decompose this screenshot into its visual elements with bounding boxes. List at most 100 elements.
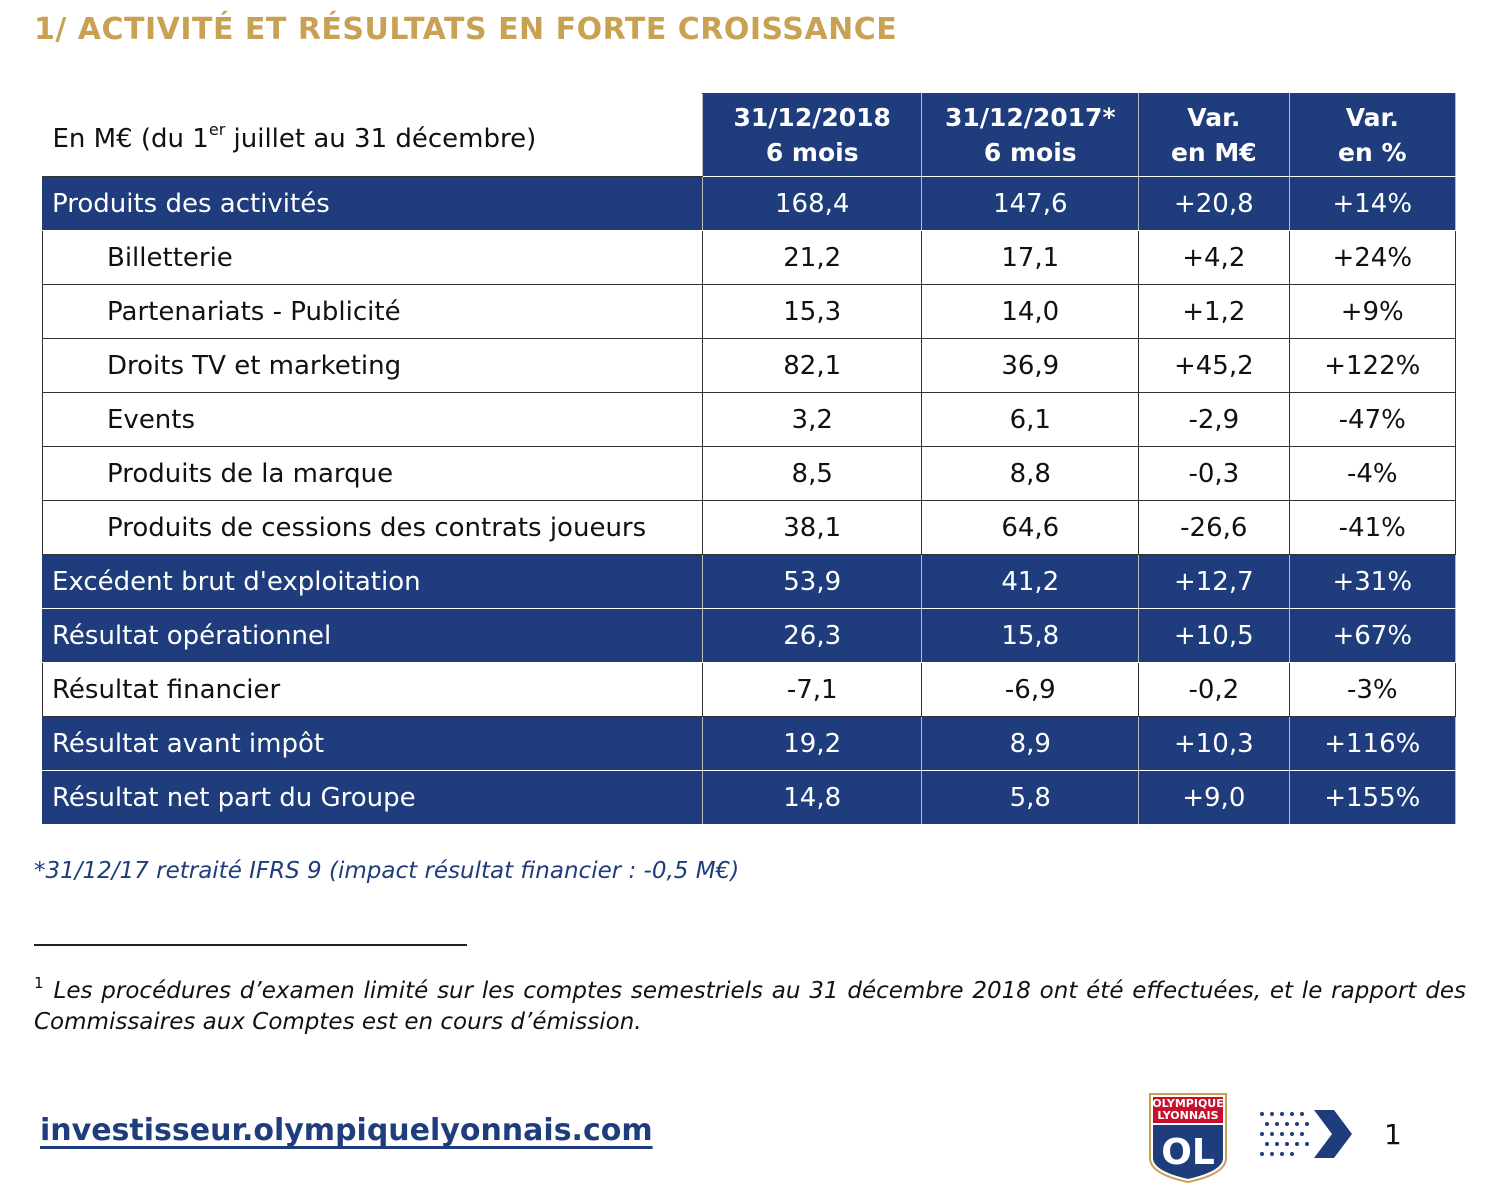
row-label: Résultat opérationnel [42,608,703,663]
table-row: Droits TV et marketing 82,1 36,9 +45,2 +122% [42,338,1457,393]
caption-text: En M€ (du 1 [52,124,209,155]
row-label: Produits des activités [42,176,703,231]
value-cell: -0,3 [1138,446,1290,501]
footnote-number: 1 [34,974,44,992]
value-cell: 147,6 [921,176,1140,231]
column-header-line: 6 mois [765,138,859,167]
value-cell: 14,0 [921,284,1140,339]
table-row: Partenariats - Publicité 15,3 14,0 +1,2 +9% [42,284,1457,339]
column-header-line: Var. [1345,103,1399,132]
value-cell: 26,3 [701,608,923,663]
value-cell: 38,1 [701,500,923,555]
value-cell: -47% [1288,392,1457,447]
column-header-line: 31/12/2018 [733,103,891,132]
column-header: 31/12/2017* 6 mois [921,93,1140,177]
page-number: 1 [1384,1118,1402,1151]
value-cell: -0,2 [1138,662,1290,717]
table-body: Produits des activités 168,4 147,6 +20,8 +14… [42,176,1457,825]
row-label: Produits de la marque [42,446,703,501]
value-cell: +67% [1288,608,1457,663]
column-header: 31/12/2018 6 mois [701,93,923,177]
caption-text: juillet au 31 décembre) [225,124,537,155]
row-label: Résultat net part du Groupe [42,770,703,825]
value-cell: +9,0 [1138,770,1290,825]
value-cell: +12,7 [1138,554,1290,609]
table-row: Events 3,2 6,1 -2,9 -47% [42,392,1457,447]
column-header-line: en % [1338,138,1407,167]
logo-top: OLYMPIQUE [1152,1097,1224,1110]
row-label: Billetterie [42,230,703,285]
value-cell: 17,1 [921,230,1140,285]
value-cell: 21,2 [701,230,923,285]
table-row: Excédent brut d'exploitation 53,9 41,2 +12,… [42,554,1457,609]
logo-mark: OL [1161,1132,1215,1173]
row-label: Résultat avant impôt [42,716,703,771]
row-label: Excédent brut d'exploitation [42,554,703,609]
value-cell: 19,2 [701,716,923,771]
row-label: Résultat financier [42,662,703,717]
column-header: Var. en % [1288,93,1457,177]
value-cell: +9% [1288,284,1457,339]
value-cell: +14% [1288,176,1457,231]
value-cell: 36,9 [921,338,1140,393]
value-cell: 8,8 [921,446,1140,501]
table-row: Billetterie 21,2 17,1 +4,2 +24% [42,230,1457,285]
value-cell: 8,9 [921,716,1140,771]
table-row: Résultat net part du Groupe 14,8 5,8 +9,0 +1… [42,770,1457,825]
logo: OLYMPIQUE LYONNAIS OL [1149,1093,1352,1184]
column-header: Var. en M€ [1138,93,1290,177]
value-cell: 3,2 [701,392,923,447]
footnote-rule [34,944,467,946]
website-link[interactable]: investisseur.olympiquelyonnais.com [40,1113,653,1148]
column-header-line: 6 mois [983,138,1077,167]
value-cell: 53,9 [701,554,923,609]
logo-bottom: LYONNAIS [1157,1109,1218,1122]
footnote: 1 Les procédures d’examen limité sur les … [34,968,1466,1038]
table-row: Produits de la marque 8,5 8,8 -0,3 -4% [42,446,1457,501]
value-cell: +20,8 [1138,176,1290,231]
value-cell: -41% [1288,500,1457,555]
value-cell: +122% [1288,338,1457,393]
value-cell: -26,6 [1138,500,1290,555]
value-cell: +10,5 [1138,608,1290,663]
column-header-line: Var. [1187,103,1241,132]
value-cell: +4,2 [1138,230,1290,285]
value-cell: +116% [1288,716,1457,771]
value-cell: 14,8 [701,770,923,825]
value-cell: +1,2 [1138,284,1290,339]
title: 1/ ACTIVITÉ ET RÉSULTATS EN FORTE CROISS… [34,12,898,47]
table-row: Résultat financier -7,1 -6,9 -0,2 -3% [42,662,1457,717]
value-cell: +31% [1288,554,1457,609]
value-cell: +10,3 [1138,716,1290,771]
value-cell: 82,1 [701,338,923,393]
value-cell: 41,2 [921,554,1140,609]
value-cell: 5,8 [921,770,1140,825]
value-cell: -7,1 [701,662,923,717]
table-note: *31/12/17 retraité IFRS 9 (impact résult… [34,858,740,884]
caption-sup: er [208,120,226,140]
value-cell: -4% [1288,446,1457,501]
caption: En M€ (du 1er juillet au 31 décembre) [42,93,703,177]
value-cell: 15,8 [921,608,1140,663]
table-row: Produits des activités 168,4 147,6 +20,8 +14… [42,176,1457,231]
table-row: Résultat opérationnel 26,3 15,8 +10,5 +67% [42,608,1457,663]
table-row: Résultat avant impôt 19,2 8,9 +10,3 +116% [42,716,1457,771]
value-cell: +155% [1288,770,1457,825]
column-header-line: 31/12/2017* [945,103,1116,132]
results-table: En M€ (du 1er juillet au 31 décembre) 31… [42,93,1457,825]
value-cell: -3% [1288,662,1457,717]
header-row: En M€ (du 1er juillet au 31 décembre) 31… [42,93,1457,177]
value-cell: -6,9 [921,662,1140,717]
value-cell: 15,3 [701,284,923,339]
footnote-text: Les procédures d’examen limité sur les c… [34,978,1466,1035]
value-cell: 64,6 [921,500,1140,555]
row-label: Partenariats - Publicité [42,284,703,339]
row-label: Events [42,392,703,447]
value-cell: 168,4 [701,176,923,231]
value-cell: +24% [1288,230,1457,285]
row-label: Droits TV et marketing [42,338,703,393]
table-row: Produits de cessions des contrats joueur… [42,500,1457,555]
value-cell: 6,1 [921,392,1140,447]
row-label: Produits de cessions des contrats joueur… [42,500,703,555]
